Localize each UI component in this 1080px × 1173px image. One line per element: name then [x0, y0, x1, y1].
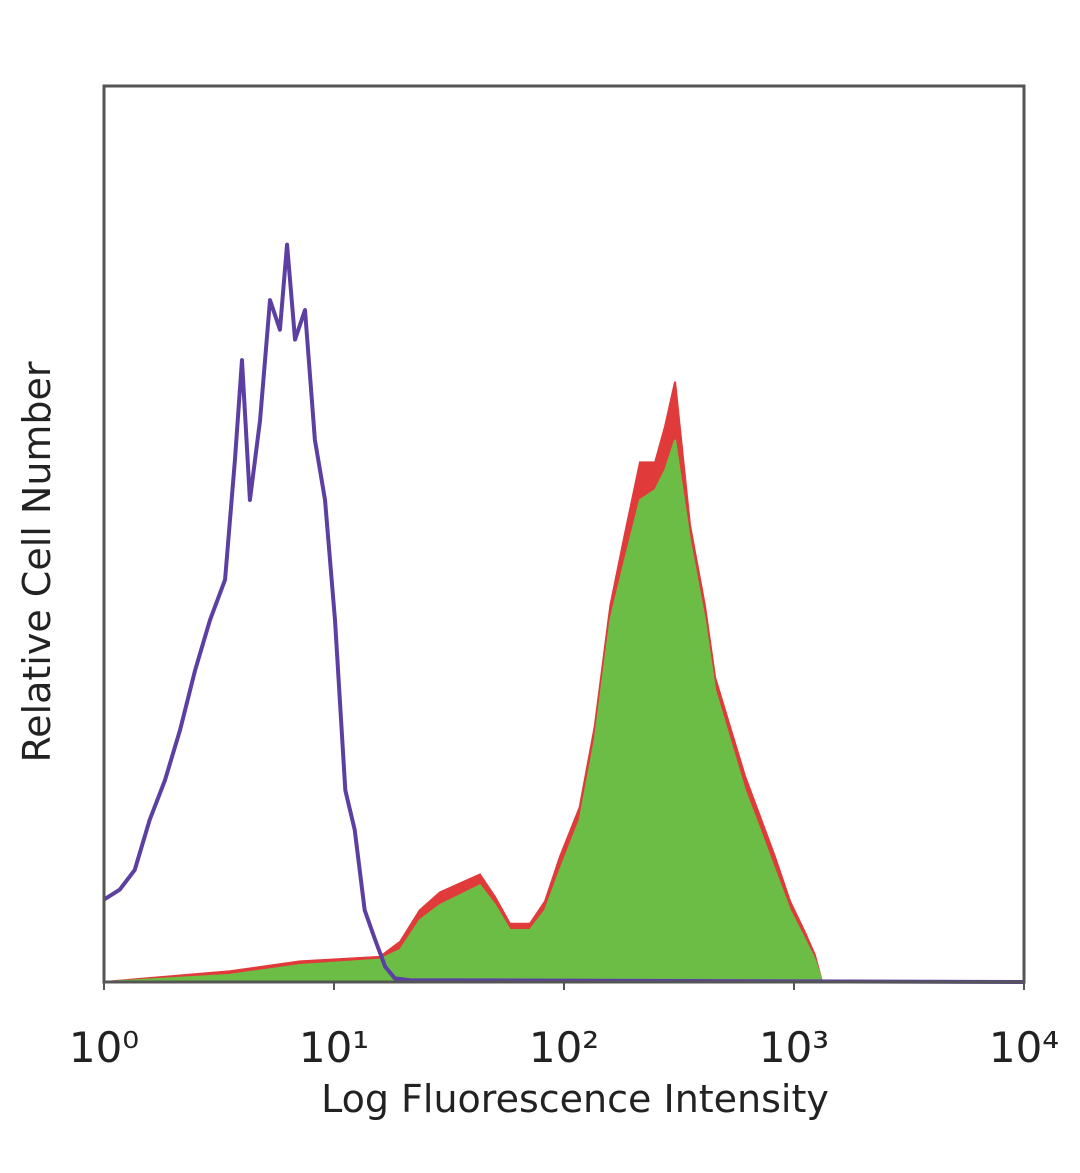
y-axis-label: Relative Cell Number — [15, 361, 59, 762]
histogram-area — [103, 439, 824, 983]
x-tick-label: 10² — [529, 1023, 599, 1072]
x-axis-label: Log Fluorescence Intensity — [321, 1077, 829, 1121]
x-tick-label: 10⁰ — [69, 1023, 139, 1072]
x-tick-label: 10¹ — [299, 1023, 369, 1072]
x-tick-label: 10⁴ — [989, 1023, 1059, 1072]
x-tick-label: 10³ — [759, 1023, 829, 1072]
histogram-line — [102, 242, 1025, 984]
